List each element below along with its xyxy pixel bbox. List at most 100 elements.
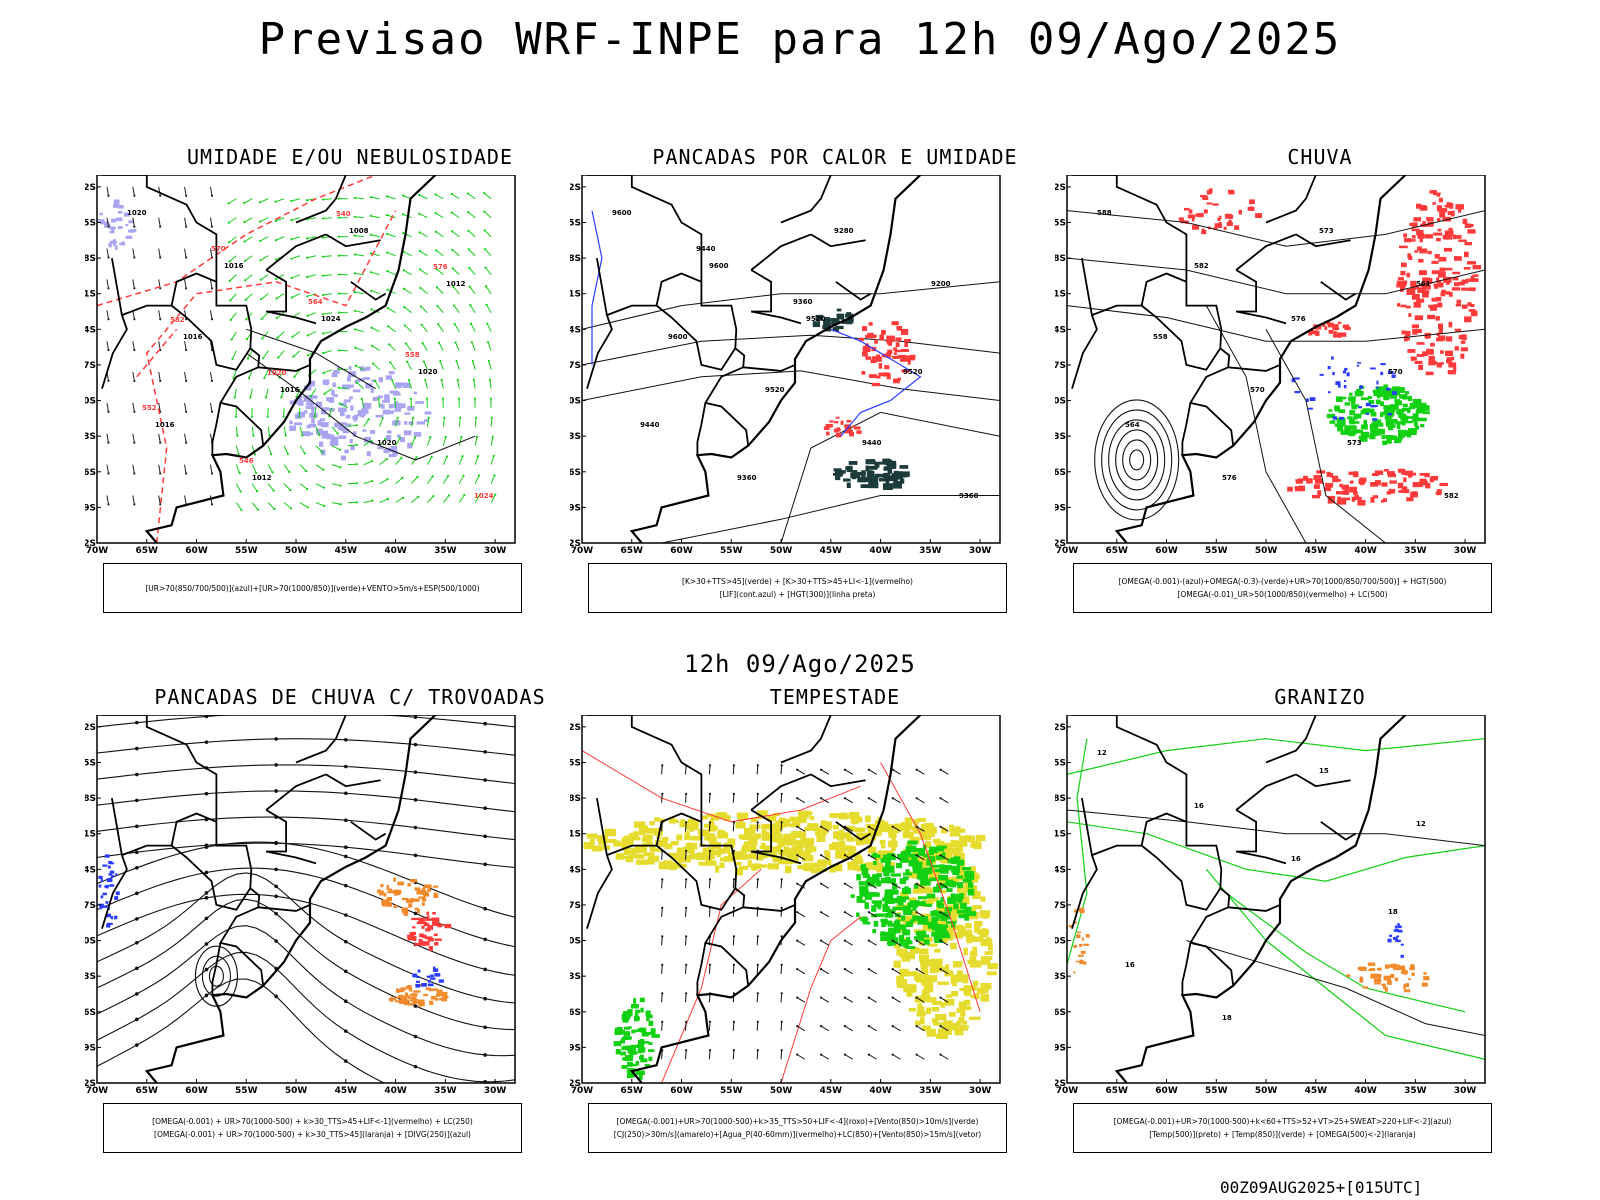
omega-area — [1376, 422, 1384, 427]
wind-vector-head — [370, 289, 373, 292]
instability-area — [909, 354, 916, 360]
streamline-arrow — [135, 992, 139, 996]
wind-vector-head — [431, 475, 434, 478]
wind-vector — [379, 438, 386, 446]
jet-stream-area — [598, 837, 607, 845]
humidity-area — [377, 446, 384, 450]
omega-area — [1359, 436, 1368, 442]
wind-vector — [347, 424, 357, 428]
hail-area — [1377, 967, 1382, 971]
rain-area — [1443, 291, 1450, 295]
rain-area — [1419, 248, 1428, 254]
low-level-jet-area — [921, 872, 928, 880]
wind-vector-head — [756, 963, 759, 966]
low-level-jet-area — [645, 1031, 655, 1035]
omega-area — [1337, 426, 1344, 432]
jet-stream-area — [980, 983, 992, 990]
rain-area — [1467, 302, 1472, 307]
wind-vector — [439, 361, 444, 370]
omega-area — [1353, 413, 1362, 418]
jet-stream-area — [912, 888, 923, 894]
state-border — [102, 715, 218, 822]
wind-vector-head — [867, 825, 870, 828]
streamline-arrow — [483, 750, 487, 754]
thunderstorm-area — [393, 877, 396, 882]
streamline-arrow — [274, 789, 278, 793]
wind-vector-head — [133, 441, 136, 444]
wind-vector — [132, 341, 135, 351]
wind-vector-head — [107, 379, 110, 383]
wind-vector-head — [796, 797, 799, 800]
jet-stream-area — [926, 830, 935, 837]
rain-area — [1440, 350, 1444, 354]
wind-vector-head — [891, 911, 894, 914]
wind-vector — [229, 293, 237, 301]
thunderstorm-area — [412, 1001, 416, 1005]
divergence-area — [438, 979, 444, 983]
hail-area — [1405, 983, 1410, 988]
wind-vector-head — [891, 1025, 894, 1028]
wind-vector-head — [228, 260, 231, 263]
jet-stream-area — [888, 832, 897, 838]
wind-vector-head — [493, 474, 496, 477]
wind-vector-head — [477, 474, 481, 477]
rain-area — [1413, 301, 1421, 308]
legend-line: [CJ(250)>30m/s](amarelo)+[Agua_P(40-60mm… — [613, 1130, 982, 1139]
thunderstorm-area — [395, 1000, 403, 1003]
low-level-jet-area — [897, 896, 906, 903]
wind-vector — [354, 197, 364, 200]
jet-stream-area — [966, 938, 972, 944]
hail-area — [1392, 963, 1397, 966]
heat-convection-area — [848, 315, 854, 322]
streamline-arrow — [483, 778, 487, 782]
jet-stream-area — [867, 850, 876, 854]
wind-vector-head — [256, 508, 260, 511]
wind-vector-head — [444, 435, 447, 439]
omega-area — [1395, 402, 1400, 406]
thunderstorm-area — [401, 996, 408, 1000]
lon-tick-label: 30W — [969, 546, 992, 556]
wind-vector — [331, 464, 341, 468]
thunderstorm-area — [407, 1003, 414, 1006]
state-border — [258, 904, 311, 912]
wind-vector-head — [305, 199, 309, 202]
wind-vector-head — [227, 202, 230, 205]
wind-vector-head — [292, 355, 295, 358]
thunderstorm-area — [432, 885, 439, 888]
low-level-jet-area — [942, 924, 947, 929]
wind-vector — [354, 254, 364, 257]
rain-area — [1183, 207, 1190, 211]
wind-vector — [275, 217, 285, 222]
contour-value-label: 9200 — [931, 280, 951, 288]
jet-stream-area — [888, 827, 893, 834]
streamline-arrow — [274, 939, 278, 943]
omega-area — [1383, 405, 1393, 410]
rain-area — [1460, 347, 1468, 352]
rain-area — [1198, 213, 1204, 218]
jet-stream-area — [684, 835, 691, 841]
jet-stream-area — [971, 951, 978, 957]
wind-vector-head — [419, 305, 423, 308]
contour-line — [1067, 738, 1485, 775]
omega-area — [1411, 405, 1420, 409]
state-border — [101, 797, 128, 929]
heat-convection-area — [850, 472, 860, 479]
jet-stream-area — [951, 876, 960, 882]
jet-stream-area — [749, 824, 761, 829]
wind-vector-head — [275, 277, 278, 281]
thunderstorm-area — [430, 995, 436, 1000]
wind-vector-head — [685, 878, 688, 881]
rain-area — [1403, 281, 1407, 284]
low-level-jet-area — [950, 921, 956, 928]
jet-stream-area — [654, 817, 660, 822]
humidity-area — [375, 414, 384, 418]
jet-stream-area — [963, 985, 973, 990]
wind-vector — [158, 495, 161, 505]
wind-vector — [708, 1021, 711, 1031]
low-level-jet-area — [898, 934, 905, 942]
thunderstorm-area — [407, 985, 412, 990]
omega-area — [1382, 392, 1391, 397]
streamline-arrow — [344, 1059, 348, 1063]
humidity-area — [338, 435, 347, 439]
wind-vector — [486, 304, 492, 313]
